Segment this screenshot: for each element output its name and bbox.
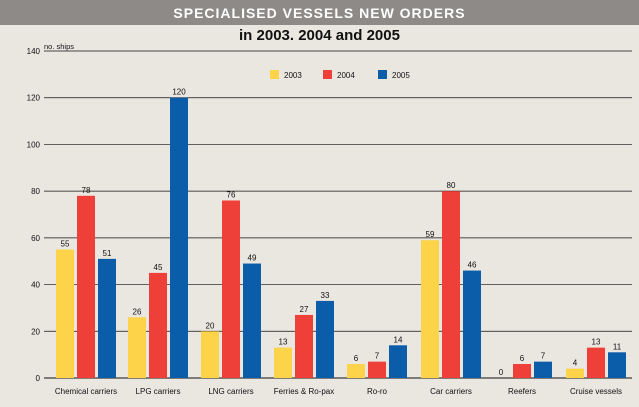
legend-swatch <box>378 70 387 79</box>
data-label: 4 <box>573 359 578 368</box>
data-label: 59 <box>426 230 435 239</box>
bar <box>56 249 74 378</box>
data-label: 13 <box>279 338 288 347</box>
y-tick-label: 120 <box>27 94 41 103</box>
legend-swatch <box>270 70 279 79</box>
bar <box>368 361 386 378</box>
data-label: 27 <box>300 305 309 314</box>
data-label: 11 <box>613 342 622 351</box>
bar <box>77 195 95 378</box>
data-label: 0 <box>499 368 504 377</box>
category-label: Ferries & Ro-pax <box>274 387 334 396</box>
legend: 2003 2004 2005 <box>270 70 410 80</box>
category-label: Ro-ro <box>367 387 388 396</box>
data-label: 46 <box>468 261 477 270</box>
data-label: 76 <box>227 190 236 199</box>
data-label: 80 <box>447 181 456 190</box>
bar <box>98 258 116 378</box>
legend-label: 2004 <box>337 71 355 80</box>
data-label: 20 <box>206 321 215 330</box>
bar <box>201 331 219 378</box>
y-tick-label: 20 <box>31 327 40 336</box>
bar <box>128 317 146 378</box>
legend-label: 2003 <box>284 71 302 80</box>
data-label: 33 <box>321 291 330 300</box>
bar <box>149 272 167 378</box>
data-label: 26 <box>133 307 142 316</box>
y-tick-label: 100 <box>27 140 41 149</box>
bar <box>347 363 365 378</box>
bar <box>463 270 481 378</box>
bar <box>566 368 584 378</box>
data-label: 120 <box>172 88 186 97</box>
data-label: 49 <box>248 254 257 263</box>
category-label: LNG carriers <box>208 387 253 396</box>
bar <box>295 314 313 378</box>
data-label: 6 <box>520 354 525 363</box>
bar <box>608 352 626 378</box>
data-label: 13 <box>592 338 601 347</box>
data-label: 14 <box>394 335 403 344</box>
y-tick-label: 40 <box>31 281 40 290</box>
bar <box>243 263 261 378</box>
category-label: Reefers <box>508 387 536 396</box>
y-tick-label: 80 <box>31 187 40 196</box>
y-tick-label: 140 <box>27 47 41 56</box>
bar <box>534 361 552 378</box>
legend-swatch <box>323 70 332 79</box>
y-tick-label: 60 <box>31 234 40 243</box>
category-label: Cruise vessels <box>570 387 622 396</box>
bar <box>421 240 439 378</box>
bar <box>222 200 240 378</box>
chart-subtitle: in 2003. 2004 and 2005 <box>239 27 400 44</box>
data-label: 7 <box>541 352 546 361</box>
data-label: 55 <box>61 240 70 249</box>
chart-title: SPECIALISED VESSELS NEW ORDERS <box>0 0 639 25</box>
bar <box>389 345 407 378</box>
y-tick-label: 0 <box>36 374 41 383</box>
category-label: LPG carriers <box>136 387 181 396</box>
data-label: 45 <box>154 263 163 272</box>
bar <box>274 347 292 378</box>
data-label: 78 <box>82 186 91 195</box>
category-labels: Chemical carriers LPG carriers LNG carrier… <box>55 387 622 396</box>
bar <box>587 347 605 378</box>
category-label: Chemical carriers <box>55 387 117 396</box>
bars <box>56 97 626 378</box>
data-label: 51 <box>103 249 112 258</box>
category-label: Car carriers <box>430 387 472 396</box>
y-axis-ticks: 0 20 40 60 80 100 120 140 <box>27 47 41 383</box>
data-label: 7 <box>375 352 380 361</box>
y-axis-label: no. ships <box>44 42 74 51</box>
legend-label: 2005 <box>392 71 410 80</box>
bar <box>316 300 334 378</box>
bar <box>170 97 188 378</box>
data-label: 6 <box>354 354 359 363</box>
data-labels: 55 78 51 26 45 120 20 76 49 13 27 33 6 7 14 59 80 46 0 6 7 4 1… <box>61 88 622 377</box>
gridlines <box>44 50 632 379</box>
bar <box>513 363 531 378</box>
bar <box>442 191 460 378</box>
